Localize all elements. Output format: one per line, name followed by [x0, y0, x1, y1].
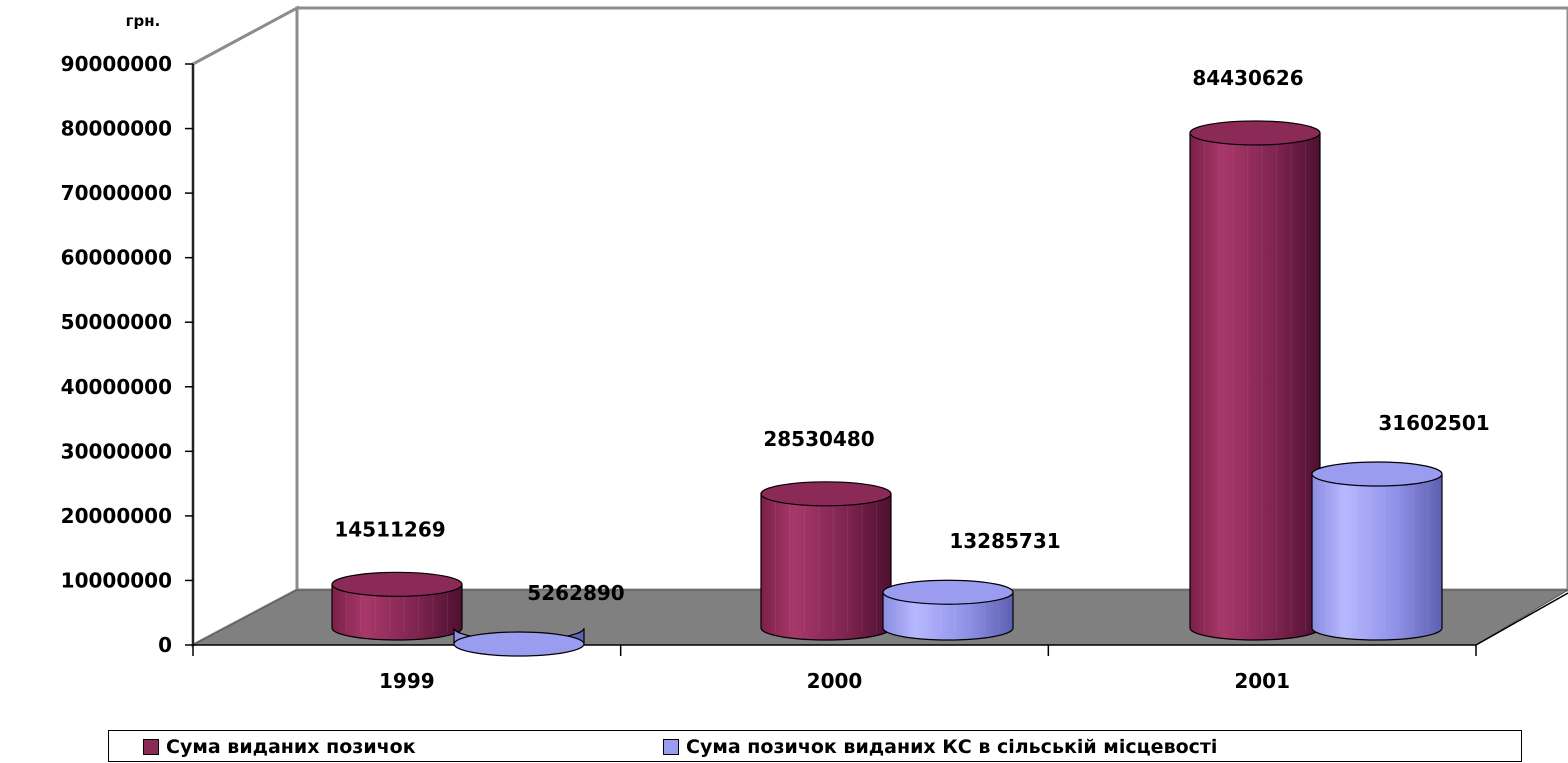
- data-label: 5262890: [527, 581, 624, 605]
- y-tick-label: 10000000: [61, 568, 172, 592]
- bars: [331, 120, 1443, 657]
- bar-cylinder: [453, 627, 585, 657]
- legend-item-series-2: Сума позичок виданих КС в сільській місц…: [663, 736, 1217, 758]
- x-tick-label: 2001: [1234, 669, 1290, 693]
- data-labels: 14511269 5262890 28530480 13285731 84430626 3…: [334, 66, 1489, 605]
- x-axis-ticks: 1999 2000 2001: [192, 645, 1477, 693]
- chart-side-wall: [191, 5, 299, 648]
- y-tick-label: 20000000: [61, 504, 172, 528]
- x-tick-label: 1999: [379, 669, 435, 693]
- bar-cylinder: [1189, 120, 1321, 641]
- y-tick-label: 70000000: [61, 181, 172, 205]
- y-axis-ticks: 0 10000000 20000000 30000000 40000000 5000000…: [61, 52, 193, 657]
- data-label: 84430626: [1192, 66, 1303, 90]
- legend-swatch-series-1: [143, 739, 159, 755]
- data-label: 28530480: [763, 427, 874, 451]
- bar-cylinder: [760, 481, 892, 641]
- bar-cylinder: [882, 579, 1014, 641]
- y-tick-label: 90000000: [61, 52, 172, 76]
- legend-label-series-1: Сума виданих позичок: [166, 736, 416, 758]
- data-label: 13285731: [949, 529, 1060, 553]
- y-tick-label: 0: [158, 633, 172, 657]
- legend-item-series-1: Сума виданих позичок: [143, 736, 416, 758]
- y-axis-unit-label: грн.: [126, 12, 161, 30]
- y-tick-label: 80000000: [61, 117, 172, 141]
- y-tick-label: 60000000: [61, 246, 172, 270]
- legend-label-series-2: Сума позичок виданих КС в сільській місц…: [686, 736, 1218, 758]
- x-axis-end-line: [1475, 592, 1568, 646]
- bar-cylinder: [331, 571, 463, 641]
- legend: Сума виданих позичок Сума позичок видани…: [108, 730, 1522, 762]
- data-label: 31602501: [1378, 411, 1489, 435]
- legend-swatch-series-2: [663, 739, 679, 755]
- y-tick-label: 30000000: [61, 439, 172, 463]
- y-tick-label: 40000000: [61, 375, 172, 399]
- y-tick-label: 50000000: [61, 310, 172, 334]
- x-tick-label: 2000: [807, 669, 863, 693]
- data-label: 14511269: [334, 517, 445, 541]
- chart-area: грн. 0 10000000 20000000 30000000 40000000 50…: [61, 5, 1568, 693]
- bar-cylinder: [1311, 461, 1443, 641]
